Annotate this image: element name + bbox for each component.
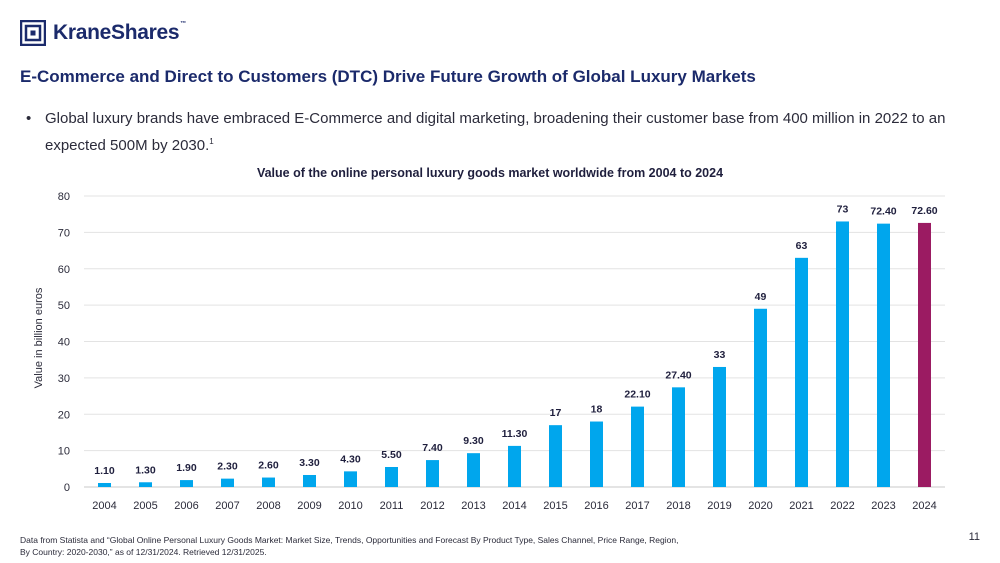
- data-label-2021: 63: [796, 240, 808, 252]
- x-tick-label-2012: 2012: [420, 500, 444, 512]
- bar-2012: [426, 460, 439, 487]
- page-number: 11: [968, 531, 980, 543]
- data-label-2019: 33: [714, 349, 726, 361]
- data-label-2006: 1.90: [176, 462, 197, 474]
- bar-2016: [590, 421, 603, 487]
- bar-2010: [344, 471, 357, 487]
- data-label-2018: 27.40: [665, 369, 691, 381]
- x-tick-label-2015: 2015: [543, 500, 567, 512]
- data-label-2012: 7.40: [422, 442, 443, 454]
- bar-2014: [508, 445, 521, 487]
- x-tick-label-2013: 2013: [461, 500, 485, 512]
- x-tick-label-2019: 2019: [707, 500, 731, 512]
- gridlines: [84, 195, 945, 488]
- bar-2022: [836, 221, 849, 487]
- x-tick-label-2018: 2018: [666, 500, 690, 512]
- data-label-2016: 18: [591, 404, 603, 416]
- footnote-line-1: Data from Statista and “Global Online Pe…: [20, 535, 679, 545]
- bar-2007: [221, 478, 234, 487]
- y-axis-ticks: 0 10 20 30 40 50 60 70 80: [58, 191, 70, 494]
- x-tick-label-2004: 2004: [92, 500, 116, 512]
- brand-logo: KraneShares™: [20, 18, 186, 48]
- bar-2006: [180, 480, 193, 487]
- y-tick-label: 10: [58, 446, 70, 458]
- data-label-2024: 72.60: [911, 205, 937, 217]
- data-label-2015: 17: [550, 407, 562, 419]
- data-label-2005: 1.30: [135, 464, 156, 476]
- y-tick-label: 30: [58, 373, 70, 385]
- x-tick-label-2021: 2021: [789, 500, 813, 512]
- bar-2023: [877, 223, 890, 487]
- x-tick-label-2006: 2006: [174, 500, 198, 512]
- footnote-marker: 1: [209, 137, 214, 146]
- bar-2013: [467, 453, 480, 487]
- x-tick-label-2008: 2008: [256, 500, 280, 512]
- x-tick-label-2017: 2017: [625, 500, 649, 512]
- bullet-text: Global luxury brands have embraced E-Com…: [45, 110, 946, 154]
- page-title: E-Commerce and Direct to Customers (DTC)…: [20, 67, 756, 86]
- x-tick-label-2020: 2020: [748, 500, 772, 512]
- y-tick-label: 60: [58, 264, 70, 276]
- bullet-dot: •: [26, 110, 32, 127]
- data-label-2008: 2.60: [258, 460, 279, 472]
- data-label-2007: 2.30: [217, 461, 238, 473]
- bar-2024: [918, 222, 931, 488]
- data-labels: 1.10 1.30 1.90 2.30 2.60 3.30 4.30 5.50 7.40 9.30…: [94, 203, 938, 477]
- y-tick-label: 0: [64, 482, 70, 494]
- data-label-2014: 11.30: [502, 428, 528, 440]
- data-label-2022: 73: [837, 203, 849, 215]
- x-tick-label-2010: 2010: [338, 500, 362, 512]
- x-tick-label-2024: 2024: [912, 500, 936, 512]
- bullet-point: • Global luxury brands have embraced E-C…: [26, 107, 956, 157]
- bar-2019: [713, 366, 726, 487]
- x-axis-ticks: 2004 2005 2006 2007 2008 2009 2010 2011 2012 2013…: [92, 500, 936, 512]
- source-footnote: Data from Statista and “Global Online Pe…: [20, 534, 840, 558]
- y-tick-label: 80: [58, 191, 70, 203]
- data-label-2004: 1.10: [94, 465, 115, 477]
- y-tick-label: 50: [58, 300, 70, 312]
- data-label-2009: 3.30: [299, 457, 320, 469]
- x-tick-label-2022: 2022: [830, 500, 854, 512]
- x-tick-label-2007: 2007: [215, 500, 239, 512]
- brand-name: KraneShares™: [53, 21, 186, 44]
- x-tick-label-2011: 2011: [380, 500, 404, 512]
- bar-2004: [98, 482, 111, 487]
- chart-title: Value of the online personal luxury good…: [256, 166, 724, 180]
- data-label-2023: 72.40: [870, 206, 896, 218]
- x-tick-label-2023: 2023: [871, 500, 895, 512]
- bar-2008: [262, 477, 275, 487]
- bar-2005: [139, 482, 152, 487]
- bar-2017: [631, 406, 644, 487]
- bar-2021: [795, 257, 808, 487]
- y-axis-label: Value in billion euros: [33, 287, 45, 388]
- data-label-2010: 4.30: [340, 453, 361, 465]
- x-tick-label-2005: 2005: [133, 500, 157, 512]
- bar-2011: [385, 466, 398, 487]
- bar-2015: [549, 425, 562, 487]
- data-label-2011: 5.50: [381, 449, 402, 461]
- x-tick-label-2014: 2014: [502, 500, 526, 512]
- y-tick-label: 20: [58, 409, 70, 421]
- bar-2009: [303, 474, 316, 487]
- bar-2018: [672, 387, 685, 487]
- data-label-2013: 9.30: [463, 435, 484, 447]
- kraneshares-logo-icon: [20, 20, 46, 46]
- y-tick-label: 70: [58, 227, 70, 239]
- x-tick-label-2009: 2009: [297, 500, 321, 512]
- bars: [98, 221, 931, 488]
- y-tick-label: 40: [58, 337, 70, 349]
- data-label-2017: 22.10: [624, 389, 650, 401]
- bar-2020: [754, 308, 767, 487]
- footnote-line-2: By Country: 2020-2030,” as of 12/31/2024…: [20, 547, 267, 557]
- data-label-2020: 49: [755, 291, 767, 303]
- x-tick-label-2016: 2016: [584, 500, 608, 512]
